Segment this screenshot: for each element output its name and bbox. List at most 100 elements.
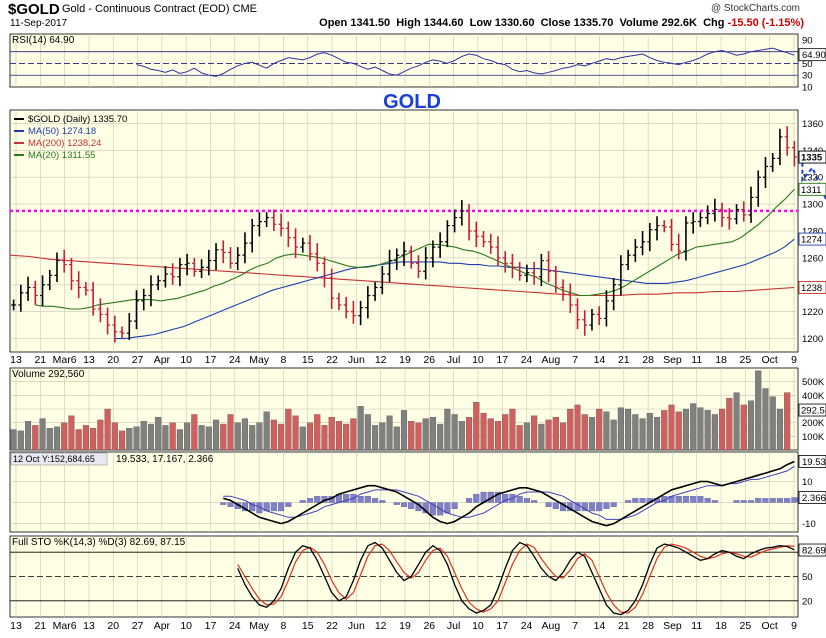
volume-bar-51 bbox=[379, 422, 386, 451]
volume-bar-62 bbox=[458, 421, 465, 451]
sto-xtick-18: Jul bbox=[447, 620, 460, 632]
rsi-line bbox=[136, 47, 795, 77]
volume-bar-34 bbox=[256, 422, 263, 451]
volume-bar-37 bbox=[278, 423, 285, 451]
volume-bar-24 bbox=[184, 422, 191, 451]
macd-hist-bar-43 bbox=[531, 500, 538, 503]
price-flag-box-2 bbox=[798, 232, 826, 246]
sto-xtick-21: 24 bbox=[521, 620, 533, 632]
volume-bar-5 bbox=[46, 427, 53, 451]
volume-ytick-3: 200K bbox=[802, 418, 825, 429]
volume-bar-99 bbox=[726, 397, 733, 451]
sto-title: Full STO %K(14,3) %D(3) 82.69, 87.15 bbox=[12, 537, 186, 548]
price-flag-2: 1274 bbox=[801, 235, 822, 246]
volume-bar-17 bbox=[133, 426, 140, 451]
volume-bar-0 bbox=[10, 429, 17, 451]
volume-bar-60 bbox=[444, 408, 451, 451]
price-xtick-11: 8 bbox=[281, 354, 287, 366]
price-flag-0: 1335 bbox=[801, 153, 823, 164]
stockcharts-credit[interactable]: @ StockCharts.com bbox=[710, 3, 800, 14]
sto-xtick-10: May bbox=[249, 620, 270, 632]
volume-bar-107 bbox=[784, 392, 791, 451]
volume-bar-29 bbox=[220, 423, 227, 451]
high-label: High bbox=[396, 17, 421, 29]
volume-bar-31 bbox=[234, 422, 241, 451]
volume-bar-6 bbox=[53, 426, 61, 451]
price-xtick-10: May bbox=[249, 354, 270, 366]
macd-hist-bar-77 bbox=[776, 498, 783, 503]
volume-ytick-0: 500K bbox=[802, 377, 825, 388]
macd-hist-bar-22 bbox=[379, 500, 386, 503]
volume-bar-48 bbox=[357, 406, 364, 451]
volume-bar-38 bbox=[285, 408, 292, 451]
macd-hist-bar-63 bbox=[675, 496, 682, 503]
price-flag-1: 1311 bbox=[801, 185, 821, 196]
volume-bar-70 bbox=[516, 425, 523, 451]
macd-hist-bar-7 bbox=[270, 502, 277, 512]
volume-bar-1 bbox=[17, 430, 24, 451]
macd-hist-bar-20 bbox=[364, 496, 371, 503]
macd-hist-bar-17 bbox=[343, 493, 350, 503]
volume-bar-69 bbox=[509, 408, 516, 451]
volume-bar-67 bbox=[494, 421, 502, 451]
price-ytick-7: 1220 bbox=[802, 307, 823, 318]
volume-bar-74 bbox=[545, 419, 552, 451]
price-xtick-7: 10 bbox=[180, 354, 192, 366]
price-xtick-28: 11 bbox=[691, 354, 702, 366]
macd-hist-bar-61 bbox=[661, 496, 668, 503]
volume-bar-106 bbox=[776, 408, 783, 451]
price-xtick-26: 28 bbox=[642, 354, 654, 366]
symbol-description: Gold - Continuous Contract (EOD) CME bbox=[62, 3, 257, 15]
volume-bar-92 bbox=[675, 411, 682, 451]
volume-bar-20 bbox=[155, 417, 162, 451]
low-label: Low bbox=[469, 17, 492, 29]
sto-xtick-19: 10 bbox=[472, 620, 484, 632]
rsi-title: RSI(14) 64.90 bbox=[12, 35, 75, 46]
volume-bar-53 bbox=[393, 426, 400, 451]
price-xtick-16: 19 bbox=[399, 354, 411, 366]
volume-bar-103 bbox=[755, 370, 762, 451]
macd-hist-bar-39 bbox=[502, 493, 509, 503]
volume-bar-75 bbox=[552, 417, 559, 451]
volume-bar-73 bbox=[538, 423, 545, 451]
chg-value: -15.50 (-1.15%) bbox=[727, 17, 804, 29]
rsi-ytick-1-flag bbox=[798, 48, 826, 62]
macd-hist-bar-38 bbox=[494, 491, 502, 503]
macd-hist-bar-21 bbox=[372, 498, 379, 503]
price-flag-box-1 bbox=[798, 182, 826, 196]
sto-ytick-0-flag bbox=[798, 543, 826, 557]
price-flag-box-0 bbox=[798, 150, 826, 164]
macd-hist-bar-68 bbox=[711, 500, 718, 503]
sto-xtick-17: 26 bbox=[423, 620, 435, 632]
description-text: Gold - Continuous Contract (EOD) bbox=[62, 3, 230, 15]
price-ytick-5: 1260 bbox=[802, 253, 823, 264]
volume-bar-95 bbox=[697, 407, 704, 451]
sto-xtick-16: 19 bbox=[399, 620, 411, 632]
volume-bar-22 bbox=[169, 422, 176, 451]
volume-value: 292.6K bbox=[661, 17, 697, 29]
macd-hist-bar-26 bbox=[408, 502, 415, 509]
macd-hist-bar-12 bbox=[306, 498, 314, 503]
sto-xtick-23: 7 bbox=[572, 620, 578, 632]
macd-hover-label: 12 Oct Y:152,684.65 bbox=[13, 454, 95, 464]
price-xtick-29: 18 bbox=[715, 354, 727, 366]
volume-bar-97 bbox=[711, 414, 718, 451]
price-legend-1: MA(50) 1274.18 bbox=[28, 126, 96, 137]
price-xtick-1: 21 bbox=[34, 354, 46, 366]
volume-bar-81 bbox=[596, 408, 603, 451]
volume-title: Volume 292,560 bbox=[12, 369, 85, 380]
sto-xtick-31: Oct bbox=[762, 620, 778, 632]
volume-bar-57 bbox=[422, 418, 429, 451]
price-xtick-32: 9 bbox=[791, 354, 797, 366]
volume-bar-35 bbox=[263, 411, 270, 451]
macd-hist-bar-35 bbox=[473, 493, 480, 503]
volume-bar-4 bbox=[39, 418, 46, 451]
volume-bar-44 bbox=[328, 417, 335, 451]
volume-bar-45 bbox=[335, 421, 342, 451]
macd-ytick-0: 19.53 bbox=[802, 457, 826, 468]
volume-bar-80 bbox=[588, 417, 596, 451]
macd-hist-bar-74 bbox=[755, 498, 762, 503]
volume-bar-98 bbox=[719, 408, 726, 451]
volume-bar-33 bbox=[249, 425, 256, 451]
